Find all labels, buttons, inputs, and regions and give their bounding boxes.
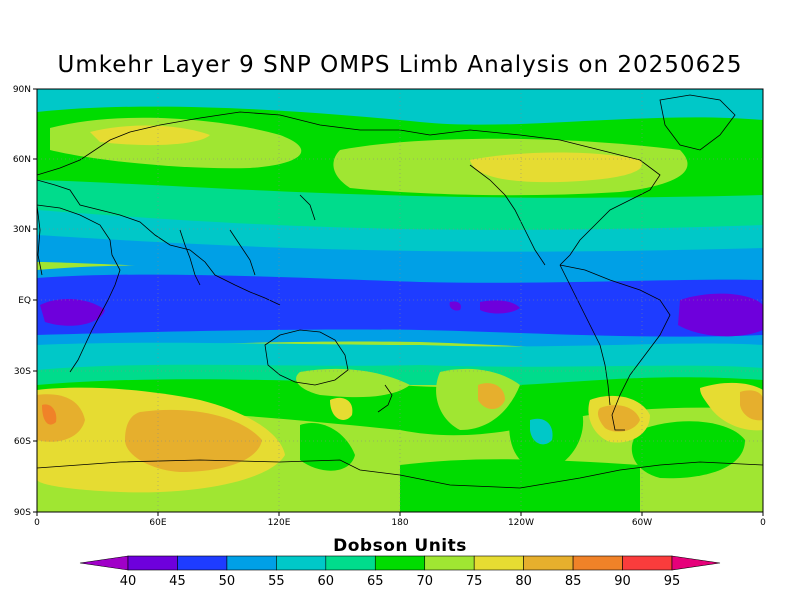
colorbar-swatch — [622, 555, 673, 571]
lat-label: 60N — [13, 155, 31, 165]
colorbar-label: 45 — [169, 574, 186, 589]
lon-label: 0 — [34, 518, 40, 528]
colorbar-label: 55 — [268, 574, 285, 589]
map-title: Umkehr Layer 9 SNP OMPS Limb Analysis on… — [57, 52, 743, 78]
lat-label: 30N — [13, 225, 31, 235]
lat-axis: 90N 60N 30N EQ 30S 60S 90S — [13, 85, 31, 518]
colorbar-swatch — [177, 555, 228, 571]
colorbar-label: 40 — [120, 574, 137, 589]
colorbar-swatch — [325, 555, 376, 571]
colorbar-swatch — [572, 555, 623, 571]
lon-axis: 0 60E 120E 180 120W 60W 0 — [34, 518, 766, 528]
lat-label: 30S — [14, 367, 31, 377]
lat-label: 90N — [13, 85, 31, 95]
colorbar-swatch — [424, 555, 475, 571]
colorbar-swatch — [473, 555, 524, 571]
colorbar-label: 65 — [367, 574, 384, 589]
lon-label: 60E — [149, 518, 166, 528]
colorbar-label: 95 — [664, 574, 681, 589]
colorbar: 40 45 50 55 60 65 70 75 80 85 90 95 — [79, 555, 721, 589]
colorbar-label: 50 — [219, 574, 236, 589]
colorbar-swatch — [79, 555, 129, 571]
colorbar-label: 70 — [416, 574, 433, 589]
colorbar-label: 80 — [515, 574, 532, 589]
colorbar-swatch — [127, 555, 178, 571]
grid-lines — [37, 89, 763, 512]
colorbar-swatch — [671, 555, 721, 571]
lat-label: 90S — [14, 508, 31, 518]
colorbar-swatch — [374, 555, 426, 571]
colorbar-swatch — [523, 555, 574, 571]
colorbar-label: 85 — [565, 574, 582, 589]
colorbar-swatch — [276, 555, 327, 571]
colorbar-label: 60 — [318, 574, 335, 589]
lat-label: 60S — [14, 437, 31, 447]
colorbar-swatch — [226, 555, 277, 571]
lon-label: 60W — [632, 518, 652, 528]
coastlines — [37, 94, 763, 489]
lon-label: 0 — [760, 518, 766, 528]
lon-label: 120E — [268, 518, 291, 528]
contour-field — [37, 89, 763, 512]
lon-label: 180 — [391, 518, 408, 528]
lon-label: 120W — [508, 518, 534, 528]
legend-title: Dobson Units — [333, 536, 467, 556]
colorbar-label: 75 — [466, 574, 483, 589]
lat-label: EQ — [18, 296, 31, 306]
colorbar-label: 90 — [614, 574, 631, 589]
